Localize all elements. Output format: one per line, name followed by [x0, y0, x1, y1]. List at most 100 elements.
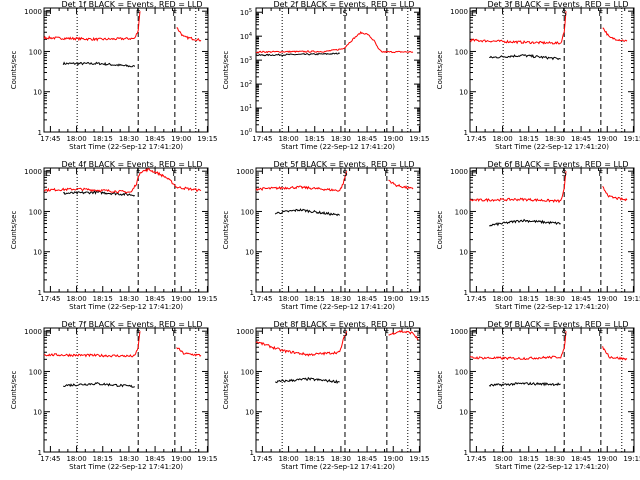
y-tick-label: 1000 [24, 328, 42, 336]
x-tick-label: 18:00 [66, 455, 86, 463]
x-tick-label: 17:45 [466, 295, 486, 303]
y-tick-label: 1000 [24, 168, 42, 176]
x-tick-label: 17:45 [40, 135, 60, 143]
y-tick-label: 1000 [450, 168, 468, 176]
panel-title: Det 2f BLACK = Events, RED = LLD [273, 0, 414, 9]
axes-frame [469, 7, 635, 133]
axes-frame [469, 167, 635, 293]
x-tick-label: 18:45 [357, 455, 377, 463]
x-tick-label: 17:45 [466, 455, 486, 463]
x-tick-label: 18:45 [357, 295, 377, 303]
x-tick-label: 18:00 [492, 295, 512, 303]
segment-marker: F [385, 329, 390, 338]
segment-marker: F [599, 9, 604, 18]
x-tick-label: 18:45 [571, 135, 591, 143]
y-axis-label: Counts/sec [436, 51, 444, 90]
segment-marker: F [173, 169, 178, 178]
x-tick-label: 18:00 [278, 295, 298, 303]
axes-frame [255, 167, 421, 293]
lld-curve [43, 167, 202, 194]
x-tick-label: 17:45 [466, 135, 486, 143]
segment-marker: S [562, 169, 567, 178]
x-tick-label: 18:00 [278, 455, 298, 463]
x-tick-label: 18:15 [93, 295, 113, 303]
x-axis-label: Start Time (22-Sep-12 17:41:20) [281, 143, 395, 151]
panel-title: Det 1f BLACK = Events, RED = LLD [61, 0, 202, 9]
y-tick-label: 10 [33, 249, 42, 257]
y-tick-label: 1000 [236, 168, 254, 176]
y-tick-label: 1 [464, 449, 468, 457]
x-tick-label: 19:15 [197, 455, 217, 463]
lld-curve [176, 347, 202, 357]
panel-det-2f: Det 2f BLACK = Events, RED = LLD 100 101 10… [222, 0, 430, 151]
panel-title: Det 3f BLACK = Events, RED = LLD [487, 0, 628, 9]
x-tick-label: 18:15 [519, 455, 539, 463]
x-tick-label: 18:30 [545, 135, 565, 143]
segment-marker: F [385, 9, 390, 18]
y-tick-label: 1 [38, 289, 42, 297]
x-tick-label: 18:30 [331, 135, 351, 143]
x-tick-label: 18:30 [331, 455, 351, 463]
lld-curve [255, 30, 414, 54]
lld-curve [602, 27, 628, 42]
x-tick-label: 18:00 [492, 135, 512, 143]
x-tick-label: 18:30 [119, 135, 139, 143]
segment-marker: E [471, 169, 476, 178]
events-curve [488, 381, 561, 387]
x-tick-label: 18:15 [305, 455, 325, 463]
x-tick-label: 18:15 [305, 295, 325, 303]
lld-curve [469, 11, 567, 45]
axes-frame [43, 327, 209, 453]
y-axis-label: Counts/sec [10, 371, 18, 410]
x-tick-label: 18:45 [145, 455, 165, 463]
x-tick-label: 18:45 [145, 135, 165, 143]
panel-title: Det 7f BLACK = Events, RED = LLD [61, 320, 202, 329]
y-tick-label: 1 [464, 289, 468, 297]
y-tick-label: 1 [38, 129, 42, 137]
x-tick-label: 19:15 [409, 455, 429, 463]
x-tick-label: 18:30 [119, 295, 139, 303]
y-tick-label: 10 [33, 89, 42, 97]
y-tick-label: 100 [240, 128, 252, 137]
x-tick-label: 19:00 [597, 295, 617, 303]
x-tick-label: 19:00 [383, 455, 403, 463]
y-axis-label: Counts/sec [10, 51, 18, 90]
y-tick-label: 10 [459, 249, 468, 257]
x-tick-label: 18:15 [93, 135, 113, 143]
x-tick-label: 17:45 [252, 455, 272, 463]
y-tick-label: 10 [245, 249, 254, 257]
lld-curve [255, 171, 348, 192]
segment-marker: E [45, 9, 50, 18]
x-tick-label: 19:15 [197, 135, 217, 143]
x-tick-label: 19:00 [597, 135, 617, 143]
panel-det-5f: Det 5f BLACK = Events, RED = LLD 1 10 100 10… [222, 160, 430, 311]
panel-det-8f: Det 8f BLACK = Events, RED = LLD 1 10 100 10… [222, 320, 430, 471]
segment-marker: E [471, 9, 476, 18]
events-curve [274, 376, 340, 384]
panel-title: Det 8f BLACK = Events, RED = LLD [273, 320, 414, 329]
segment-marker: S [342, 329, 347, 338]
x-tick-label: 19:15 [623, 135, 640, 143]
events-curve [62, 381, 135, 388]
y-tick-label: 105 [240, 8, 252, 17]
x-tick-label: 19:00 [171, 455, 191, 463]
y-tick-label: 1 [250, 449, 254, 457]
y-axis-label: Counts/sec [436, 371, 444, 410]
x-axis-label: Start Time (22-Sep-12 17:41:20) [495, 303, 609, 311]
events-curve [62, 61, 136, 68]
y-tick-label: 100 [29, 368, 42, 376]
y-tick-label: 100 [241, 208, 254, 216]
x-tick-label: 17:45 [40, 295, 60, 303]
y-tick-label: 104 [240, 32, 252, 41]
x-tick-label: 17:45 [40, 455, 60, 463]
segment-marker: F [599, 169, 604, 178]
x-axis-label: Start Time (22-Sep-12 17:41:20) [69, 463, 183, 471]
segment-marker: F [173, 9, 178, 18]
y-tick-label: 10 [459, 89, 468, 97]
x-tick-label: 18:00 [492, 455, 512, 463]
y-axis-label: Counts/sec [222, 371, 230, 410]
x-tick-label: 19:15 [623, 455, 640, 463]
axes-frame [469, 327, 635, 453]
x-tick-label: 19:00 [171, 295, 191, 303]
y-tick-label: 100 [241, 368, 254, 376]
